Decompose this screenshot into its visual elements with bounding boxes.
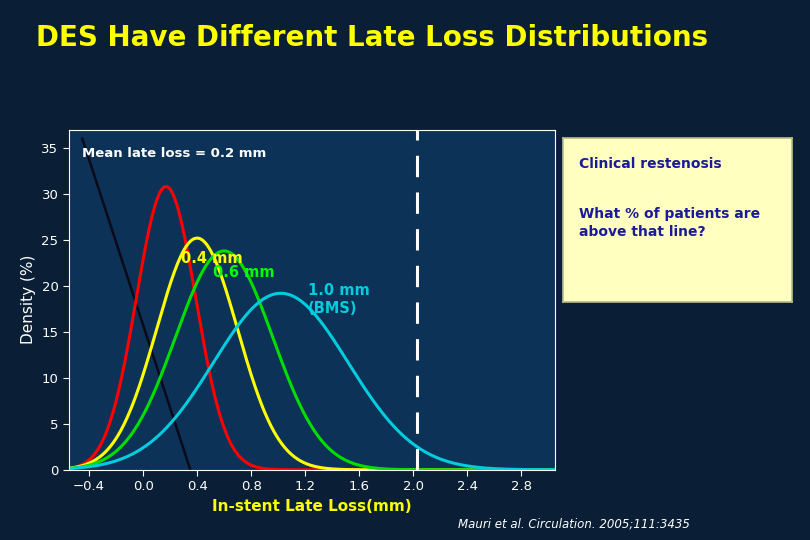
Y-axis label: Density (%): Density (%): [21, 255, 36, 345]
Text: Clinical restenosis: Clinical restenosis: [579, 158, 722, 172]
Text: What % of patients are
above that line?: What % of patients are above that line?: [579, 207, 760, 239]
Text: 0.6 mm: 0.6 mm: [213, 265, 275, 280]
Text: 0.4 mm: 0.4 mm: [181, 251, 242, 266]
X-axis label: In-stent Late Loss(mm): In-stent Late Loss(mm): [212, 499, 411, 514]
Text: DES Have Different Late Loss Distributions: DES Have Different Late Loss Distributio…: [36, 24, 709, 52]
Text: Mean late loss = 0.2 mm: Mean late loss = 0.2 mm: [83, 147, 266, 160]
Text: Mauri et al. Circulation. 2005;111:3435: Mauri et al. Circulation. 2005;111:3435: [458, 517, 689, 530]
Text: 1.0 mm
(BMS): 1.0 mm (BMS): [308, 283, 369, 316]
